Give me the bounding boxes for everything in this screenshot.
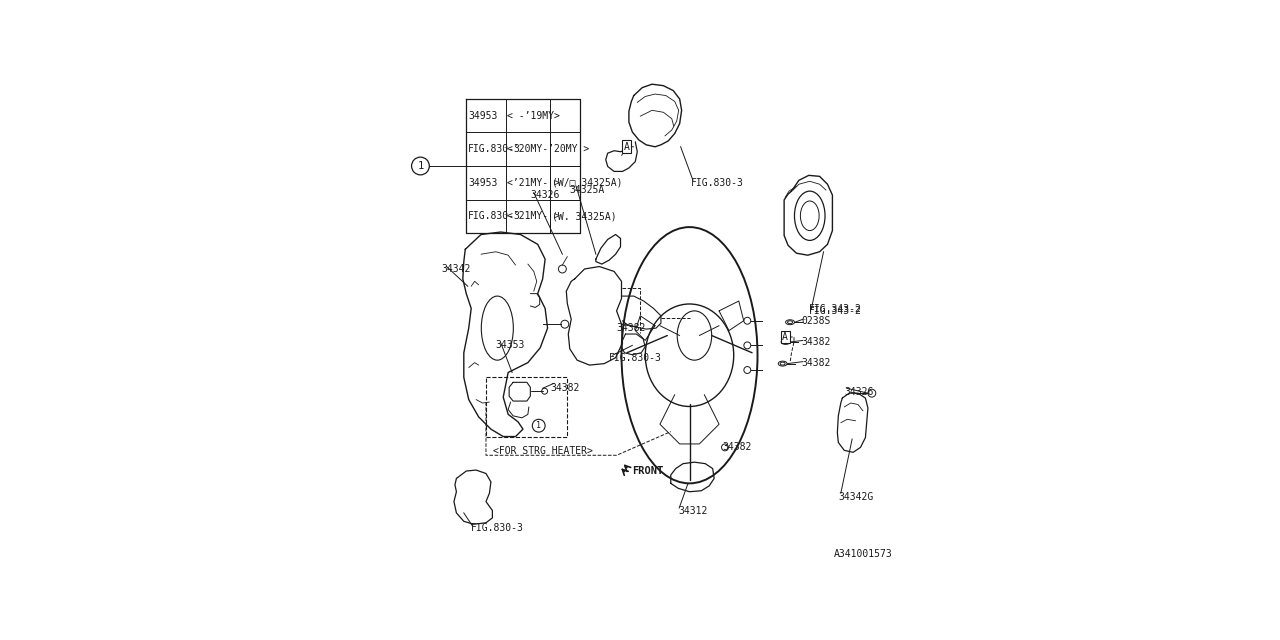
Text: 0238S: 0238S <box>801 316 831 326</box>
Text: FIG.343-2: FIG.343-2 <box>809 306 861 316</box>
Text: <’21MY- >: <’21MY- > <box>507 211 561 221</box>
Text: 34382: 34382 <box>801 337 831 347</box>
Text: < -’19MY>: < -’19MY> <box>507 111 561 121</box>
Text: 34326: 34326 <box>530 190 559 200</box>
Text: <’21MY- >: <’21MY- > <box>507 178 561 188</box>
Text: (W. 34325A): (W. 34325A) <box>552 211 616 221</box>
Text: 34953: 34953 <box>468 178 498 188</box>
Text: 34382: 34382 <box>550 383 580 393</box>
Text: 34342G: 34342G <box>838 492 873 502</box>
Text: FIG.830-3: FIG.830-3 <box>468 211 521 221</box>
Text: FRONT: FRONT <box>632 466 663 476</box>
Text: FIG.830-3: FIG.830-3 <box>468 144 521 154</box>
Bar <box>550 166 580 200</box>
Text: 34382: 34382 <box>617 323 646 333</box>
Text: 34325A: 34325A <box>570 185 605 195</box>
Text: 34326: 34326 <box>845 387 874 397</box>
Text: <’20MY-’20MY >: <’20MY-’20MY > <box>507 144 589 154</box>
Text: 34342: 34342 <box>442 264 471 274</box>
Bar <box>550 200 580 233</box>
Text: 34353: 34353 <box>495 340 525 350</box>
Text: A341001573: A341001573 <box>833 548 892 559</box>
Text: A: A <box>782 332 788 342</box>
Text: 1: 1 <box>536 421 541 430</box>
Text: <FOR STRG HEATER>: <FOR STRG HEATER> <box>493 446 593 456</box>
Text: 1: 1 <box>417 161 424 171</box>
Text: FIG.830-3: FIG.830-3 <box>690 178 744 188</box>
Text: 34382: 34382 <box>722 442 751 452</box>
Text: A: A <box>623 142 630 152</box>
Text: FIG.830-3: FIG.830-3 <box>471 523 524 532</box>
Text: FIG.830-3: FIG.830-3 <box>609 353 662 363</box>
Text: FIG.343-2: FIG.343-2 <box>809 305 861 314</box>
Text: (W/□ 34325A): (W/□ 34325A) <box>552 178 622 188</box>
Text: 34382: 34382 <box>801 358 831 367</box>
Text: 34312: 34312 <box>678 506 708 516</box>
Text: 34953: 34953 <box>468 111 498 121</box>
